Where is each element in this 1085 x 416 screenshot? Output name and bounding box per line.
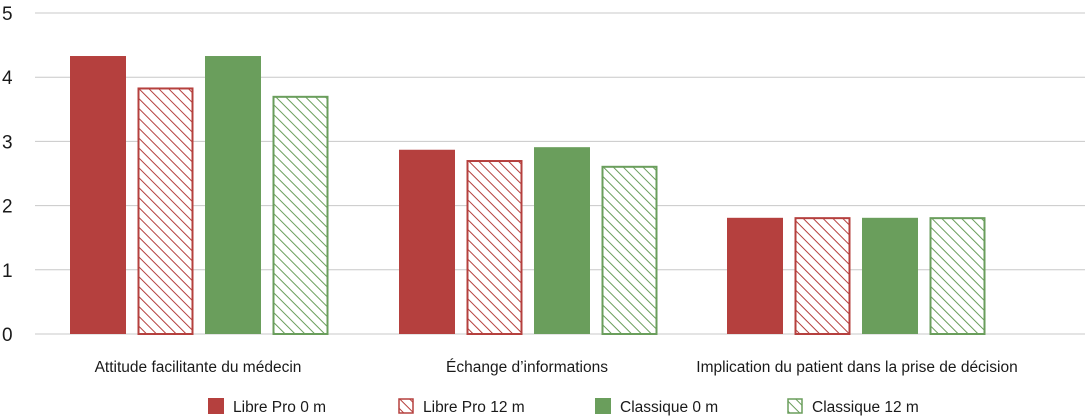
bar xyxy=(862,217,918,334)
y-tick-label: 4 xyxy=(2,68,13,89)
y-tick-label: 5 xyxy=(2,4,13,25)
legend-label: Classique 0 m xyxy=(620,399,718,416)
legend-item: Libre Pro 12 m xyxy=(398,398,525,416)
bar-group xyxy=(399,147,658,335)
bar xyxy=(929,217,986,336)
legend: Libre Pro 0 m Libre Pro 12 m Classique 0 m… xyxy=(208,398,919,416)
y-tick-label: 0 xyxy=(2,325,13,346)
bar xyxy=(534,147,590,334)
y-tick-label: 3 xyxy=(2,132,13,153)
bar xyxy=(794,217,851,336)
legend-swatch xyxy=(787,398,803,414)
legend-label: Libre Pro 12 m xyxy=(423,399,525,416)
bar xyxy=(727,217,783,334)
legend-item: Libre Pro 0 m xyxy=(208,398,326,416)
legend-swatch xyxy=(595,398,611,414)
x-category-label: Échange d’informations xyxy=(446,359,608,376)
bar xyxy=(205,56,261,334)
legend-label: Libre Pro 0 m xyxy=(233,399,326,416)
bar-group xyxy=(727,217,986,336)
legend-item: Classique 0 m xyxy=(595,398,718,416)
bar xyxy=(466,160,523,335)
bar-group xyxy=(70,56,329,336)
bar xyxy=(399,149,455,334)
legend-swatch xyxy=(208,398,224,414)
x-axis: Attitude facilitante du médecin Échange d… xyxy=(95,359,1018,376)
legend-swatch xyxy=(398,398,414,414)
bar xyxy=(272,95,329,336)
y-tick-label: 2 xyxy=(2,197,13,218)
x-category-label: Implication du patient dans la prise de … xyxy=(696,359,1017,376)
bar xyxy=(137,87,194,335)
x-category-label: Attitude facilitante du médecin xyxy=(95,359,302,376)
bar xyxy=(70,56,126,334)
legend-item: Classique 12 m xyxy=(787,398,919,416)
y-axis: 0 1 2 3 4 5 xyxy=(2,4,13,346)
bar xyxy=(601,165,658,335)
bars xyxy=(70,56,986,336)
legend-label: Classique 12 m xyxy=(812,399,919,416)
y-tick-label: 1 xyxy=(2,261,13,282)
